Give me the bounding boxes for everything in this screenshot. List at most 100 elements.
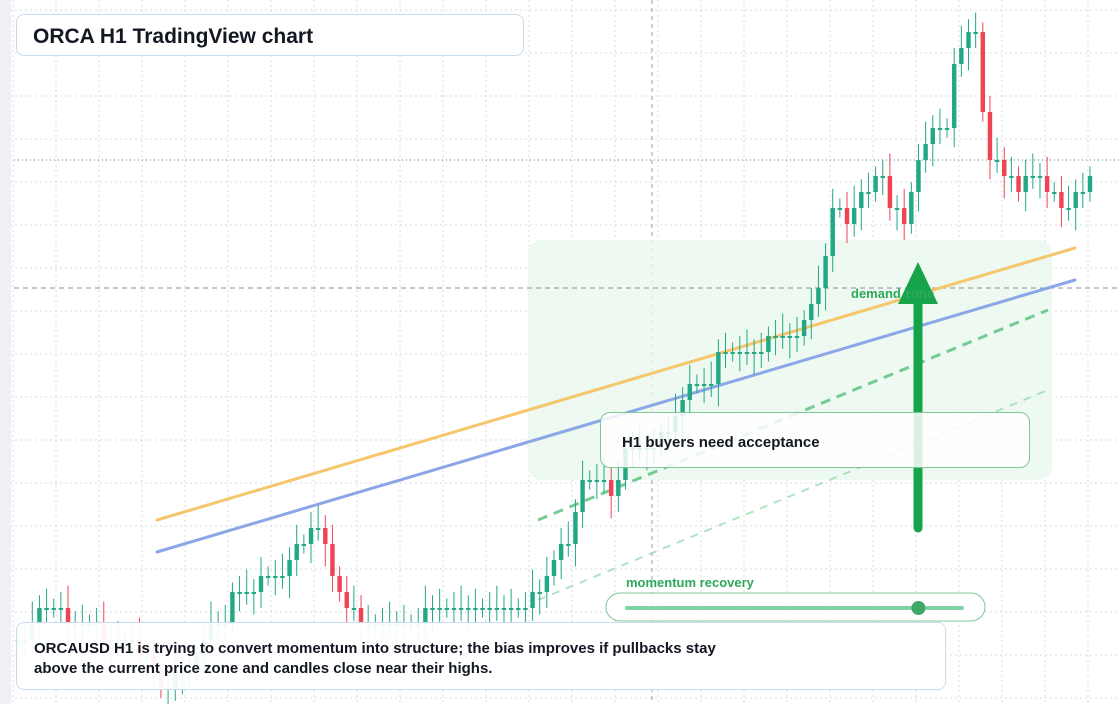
- candle-body: [608, 480, 614, 496]
- candle-body: [716, 352, 721, 384]
- momentum-recovery-label: momentum recovery: [626, 575, 754, 590]
- candle-body: [230, 592, 235, 624]
- candle-body: [358, 608, 364, 624]
- candle-body: [930, 128, 935, 144]
- candle-body: [909, 192, 914, 224]
- candle-body: [1087, 176, 1093, 192]
- candle-body: [1044, 176, 1050, 192]
- candle-body: [508, 608, 514, 610]
- candle-body: [873, 176, 878, 192]
- candle-body: [801, 320, 807, 336]
- candle-body: [558, 544, 564, 560]
- candle-body: [315, 528, 321, 530]
- candle-body: [737, 352, 743, 354]
- candle-body: [709, 384, 714, 386]
- candle-body: [544, 576, 550, 592]
- candle-body: [766, 336, 771, 352]
- title-card: ORCA H1 TradingView chart: [16, 14, 524, 56]
- candle-body: [430, 608, 435, 610]
- candle-body: [966, 32, 971, 48]
- caption-card: ORCAUSD H1 is trying to convert momentum…: [16, 622, 946, 690]
- candle-body: [423, 608, 428, 624]
- candle-body: [901, 208, 907, 224]
- candle-body: [1023, 176, 1028, 192]
- candle-body: [251, 592, 257, 594]
- candle-body: [1066, 208, 1071, 210]
- candle-body: [723, 352, 728, 354]
- candle-body: [330, 544, 335, 576]
- candle-body: [601, 480, 607, 482]
- candle-body: [687, 384, 693, 400]
- candle-body: [1080, 192, 1086, 194]
- candle-body: [787, 336, 793, 338]
- candle-body: [694, 384, 700, 386]
- candle-body: [523, 608, 528, 610]
- candle-body: [501, 608, 507, 610]
- candle-body: [444, 608, 450, 610]
- candle-body: [458, 608, 464, 610]
- candle-body: [308, 528, 314, 544]
- candle-body: [265, 576, 271, 578]
- candle-body: [987, 112, 993, 160]
- candle-body: [980, 32, 986, 112]
- candle-body: [1037, 176, 1043, 178]
- candle-body: [280, 576, 285, 578]
- candle-body: [473, 608, 478, 610]
- candle-body: [730, 352, 735, 354]
- caption-line-1: ORCAUSD H1 is trying to convert momentum…: [34, 640, 716, 657]
- candle-body: [273, 576, 278, 578]
- candle-body: [258, 576, 264, 592]
- candle-body: [566, 544, 571, 546]
- chart-title: ORCA H1 TradingView chart: [33, 25, 314, 48]
- candle-body: [494, 608, 500, 610]
- candle-body: [344, 592, 349, 608]
- arrow-head: [898, 262, 938, 304]
- momentum-slider[interactable]: [605, 592, 986, 622]
- candle-body: [1002, 160, 1007, 176]
- candle-body: [244, 592, 249, 594]
- candle-body: [323, 528, 328, 544]
- annotation-card: H1 buyers need acceptance: [600, 412, 1030, 468]
- candle-body: [451, 608, 457, 610]
- candle-body: [1030, 176, 1036, 178]
- candle-body: [287, 560, 292, 576]
- candle-body: [809, 304, 814, 320]
- candle-body: [466, 608, 471, 610]
- candle-body: [937, 128, 943, 130]
- candle-body: [551, 560, 557, 576]
- candle-body: [844, 208, 850, 224]
- candle-body: [944, 128, 950, 130]
- candle-body: [880, 176, 885, 178]
- candle-body: [37, 608, 42, 624]
- candle-body: [616, 480, 621, 496]
- candle-body: [58, 608, 64, 610]
- candle-body: [1052, 192, 1057, 194]
- candle-body: [894, 208, 900, 210]
- annotation-text: H1 buyers need acceptance: [622, 434, 820, 451]
- candle-body: [537, 592, 542, 594]
- candle-body: [701, 384, 707, 386]
- candle-body: [794, 336, 800, 338]
- candle-body: [816, 288, 821, 304]
- candle-body: [866, 192, 871, 194]
- candle-body: [773, 336, 778, 338]
- caption-line-2: above the current price zone and candles…: [34, 660, 493, 677]
- candle-body: [1016, 176, 1021, 192]
- candle-body: [887, 176, 893, 208]
- candle-body: [587, 480, 592, 482]
- candle-body: [751, 352, 757, 354]
- candle-body: [337, 576, 342, 592]
- candle-body: [851, 208, 857, 224]
- candle-body: [294, 544, 299, 560]
- candle-body: [859, 192, 864, 208]
- candle-body: [594, 480, 600, 482]
- candle-body: [823, 256, 828, 288]
- candle-body: [680, 400, 685, 416]
- slider-handle[interactable]: [911, 601, 926, 615]
- candle-body: [301, 544, 307, 546]
- candle-body: [351, 608, 357, 610]
- candle-body: [916, 160, 921, 192]
- candle-body: [65, 608, 71, 624]
